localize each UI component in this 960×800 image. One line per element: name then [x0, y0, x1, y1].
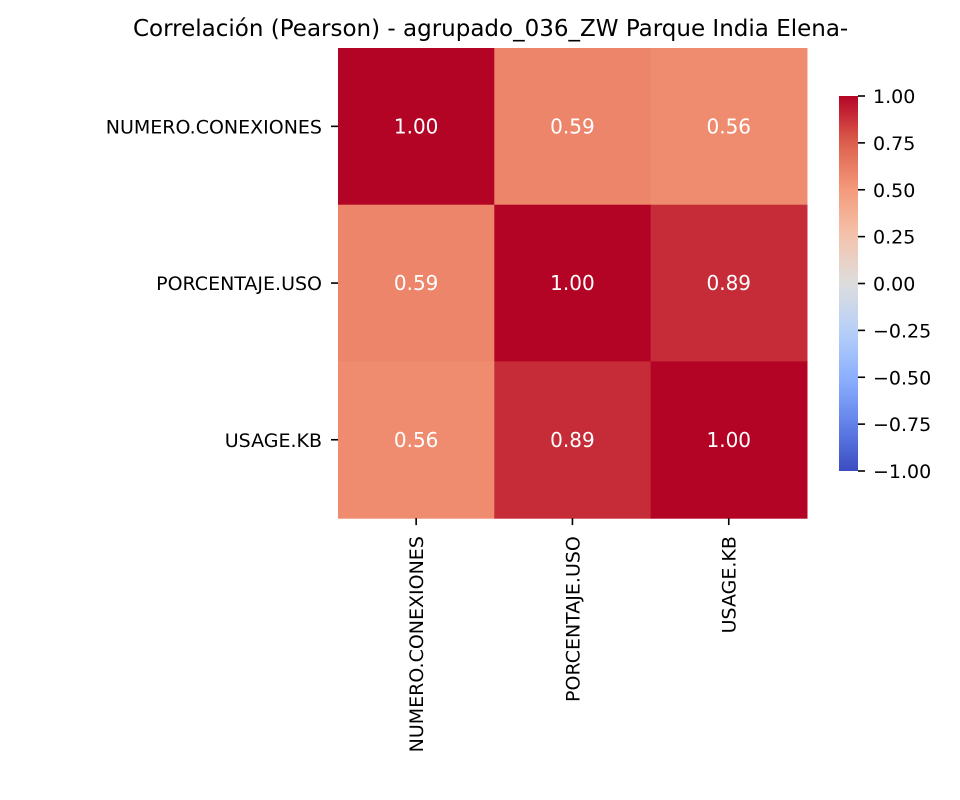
- colorbar-tick-label: 0.25: [873, 227, 915, 249]
- heatmap-cell: [650, 48, 808, 206]
- y-tick-label: NUMERO.CONEXIONES: [106, 116, 322, 138]
- cell-value-label: 0.89: [550, 428, 595, 452]
- colorbar-tick-label: 0.00: [873, 274, 915, 296]
- colorbar-tick-label: −1.00: [873, 461, 931, 483]
- heatmap-cell: [338, 48, 495, 206]
- colorbar-tick-label: 0.75: [873, 133, 915, 155]
- colorbar-tick-label: 0.50: [873, 180, 915, 202]
- x-tick-label: USAGE.KB: [719, 536, 741, 633]
- heatmap-cell: [338, 204, 495, 362]
- heatmap-cell: [338, 361, 495, 519]
- cell-value-label: 1.00: [706, 428, 751, 452]
- chart-title: Correlación (Pearson) - agrupado_036_ZW …: [133, 16, 848, 42]
- cell-value-label: 0.89: [706, 271, 751, 295]
- colorbar: [839, 96, 858, 471]
- heatmap-cell: [494, 48, 652, 206]
- cell-value-label: 0.56: [706, 114, 751, 138]
- cell-value-label: 0.59: [550, 114, 595, 138]
- colorbar-tick-label: −0.25: [873, 320, 931, 342]
- cell-value-label: 0.56: [394, 428, 439, 452]
- heatmap-cell: [494, 204, 652, 362]
- y-tick-label: PORCENTAJE.USO: [156, 273, 322, 295]
- y-tick-label: USAGE.KB: [225, 430, 322, 452]
- colorbar-tick-label: −0.75: [873, 414, 931, 436]
- x-tick-label: NUMERO.CONEXIONES: [406, 536, 428, 752]
- heatmap-cell: [494, 361, 652, 519]
- colorbar-tick-label: −0.50: [873, 367, 931, 389]
- heatmap-cells: [338, 48, 808, 519]
- cell-value-label: 1.00: [394, 114, 439, 138]
- cell-value-label: 1.00: [550, 271, 595, 295]
- heatmap-cell: [650, 361, 808, 519]
- heatmap-cell: [650, 204, 808, 362]
- x-axis: NUMERO.CONEXIONES PORCENTAJE.USO USAGE.KB: [406, 518, 741, 752]
- x-tick-label: PORCENTAJE.USO: [562, 536, 584, 702]
- cell-value-label: 0.59: [394, 271, 439, 295]
- colorbar-tick-label: 1.00: [873, 86, 915, 108]
- y-axis: NUMERO.CONEXIONES PORCENTAJE.USO USAGE.KB: [106, 116, 338, 452]
- heatmap-annotations: 1.00 0.59 0.56 0.59 1.00 0.89 0.56 0.89 1.00: [394, 114, 751, 451]
- colorbar-ticks: 1.00 0.75 0.50 0.25 0.00 −0.25 −0.50 −0.75 −1.00: [858, 86, 931, 483]
